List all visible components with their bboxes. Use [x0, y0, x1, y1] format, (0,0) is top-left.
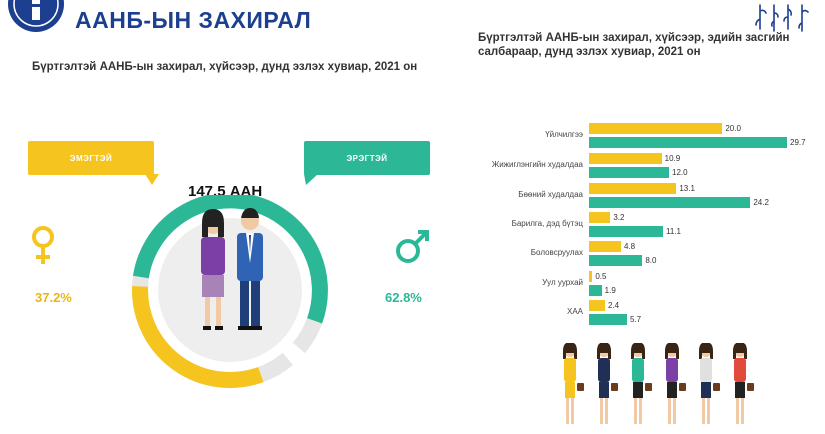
bar-value-label: 3.2: [613, 213, 625, 222]
bar-female: [589, 241, 621, 252]
bar-female: [589, 212, 611, 223]
bar-value-label: 1.9: [604, 286, 616, 295]
bar-male: [589, 314, 627, 325]
coat-of-arms-logo: [8, 0, 64, 32]
bar-value-label: 13.1: [679, 184, 695, 193]
right-chart-title: Бүртгэлтэй ААНБ-ын захирал, хүйсээр, эди…: [478, 32, 790, 58]
bar-female: [589, 271, 593, 282]
category-label: Боловсруулах: [530, 248, 583, 257]
category-label: Уул уурхай: [542, 278, 583, 287]
businesswoman-figure: [631, 343, 652, 424]
male-percentage: 62.8%: [385, 290, 422, 305]
businesswoman-figure: [665, 343, 686, 424]
bar-value-label: 11.1: [666, 227, 681, 236]
male-label: ЭРЭГТЭЙ: [346, 153, 388, 163]
bar-value-label: 0.5: [595, 272, 607, 281]
bar-male: [589, 226, 663, 237]
bar-male: [589, 285, 602, 296]
bar-value-label: 4.8: [624, 242, 636, 251]
female-callout: ЭМЭГТЭЙ: [28, 141, 154, 175]
left-chart-title: Бүртгэлтэй ААНБ-ын захирал, хүйсээр, дун…: [32, 61, 418, 73]
page-title: ААНБ-ЫН ЗАХИРАЛ: [75, 7, 312, 33]
bar-value-label: 5.7: [630, 315, 642, 324]
bar-female: [589, 153, 662, 164]
bar-value-label: 20.0: [725, 124, 741, 133]
businesswoman-figure: [733, 343, 754, 424]
bar-female: [589, 300, 605, 311]
category-label: Үйлчилгээ: [545, 130, 583, 139]
bar-female: [589, 123, 723, 134]
businesspeople-illustration-icon: [201, 208, 263, 330]
gender-share-donut: [132, 195, 328, 389]
bar-male: [589, 197, 751, 208]
female-percentage: 37.2%: [35, 290, 72, 305]
category-label: ХАА: [566, 307, 583, 316]
donut-center: [158, 218, 302, 362]
donut-slice-male: [132, 195, 328, 324]
male-callout-pointer: [304, 174, 318, 185]
bar-value-label: 29.7: [790, 138, 806, 147]
businesswoman-figure: [699, 343, 720, 424]
category-label: Жижиглэнгийн худалдаа: [491, 160, 583, 169]
bar-value-label: 12.0: [672, 168, 688, 177]
bar-female: [589, 183, 677, 194]
businesswoman-figure: [563, 343, 584, 424]
category-label: Барилга, дэд бүтэц: [511, 219, 583, 228]
female-symbol-icon: [32, 226, 54, 264]
businesswoman-figure: [597, 343, 618, 424]
mongolian-script-logo: [755, 4, 809, 32]
female-label: ЭМЭГТЭЙ: [69, 153, 113, 163]
female-callout-pointer: [145, 174, 159, 185]
businesswomen-illustration-icon: [563, 343, 754, 424]
donut-slice-female: [132, 286, 264, 389]
bar-value-label: 2.4: [608, 301, 620, 310]
bar-value-label: 24.2: [753, 198, 769, 207]
male-callout: ЭРЭГТЭЙ: [304, 141, 430, 175]
bar-male: [589, 167, 669, 178]
bar-value-label: 8.0: [645, 256, 657, 265]
bar-value-label: 10.9: [664, 154, 681, 163]
category-label: Бөөний худалдаа: [518, 190, 583, 199]
bar-male: [589, 137, 787, 148]
male-symbol-icon: [396, 230, 429, 263]
bar-male: [589, 255, 643, 266]
